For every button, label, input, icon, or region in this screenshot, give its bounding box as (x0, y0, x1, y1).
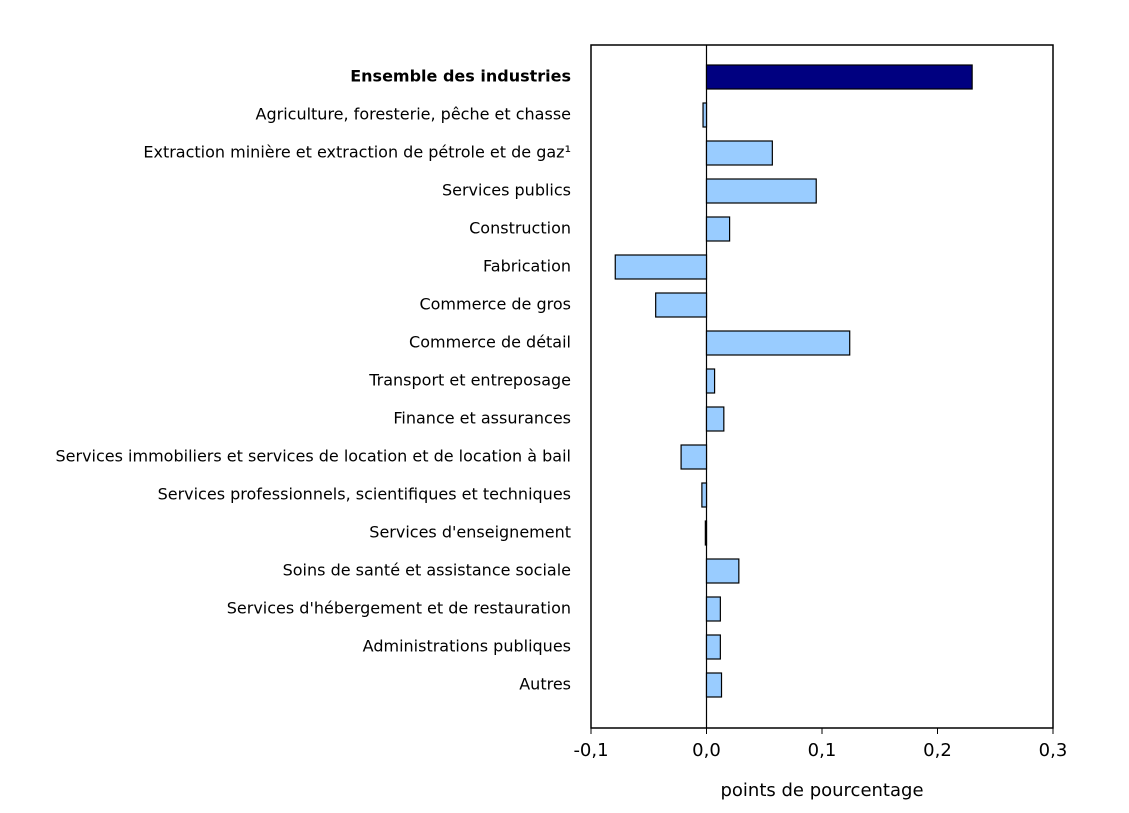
y-tick-label: Commerce de détail (409, 333, 571, 352)
y-tick-label: Services immobiliers et services de loca… (56, 447, 572, 466)
bar (705, 178, 817, 204)
y-tick-label: Agriculture, foresterie, pêche et chasse (256, 105, 571, 124)
x-tick-label: 0,1 (808, 740, 837, 761)
x-tick-label: -0,1 (573, 740, 608, 761)
bar (705, 64, 973, 90)
y-tick-label: Ensemble des industries (350, 67, 571, 86)
bar (705, 368, 716, 394)
bar (704, 520, 708, 546)
bar (655, 292, 708, 318)
bar (705, 140, 773, 166)
y-tick-label: Administrations publiques (363, 637, 571, 656)
bar (705, 596, 721, 622)
bar (705, 216, 731, 242)
y-tick-label: Services professionnels, scientifiques e… (158, 485, 571, 504)
bar (705, 672, 723, 698)
bar (705, 330, 851, 356)
y-tick-label: Extraction minière et extraction de pétr… (143, 143, 571, 162)
y-tick-label: Finance et assurances (393, 409, 571, 428)
y-tick-label: Transport et entreposage (368, 371, 571, 390)
x-axis-title: points de pourcentage (720, 780, 923, 801)
y-tick-label: Services d'hébergement et de restauratio… (227, 599, 571, 618)
bar (702, 102, 708, 128)
x-tick-label: 0,2 (923, 740, 952, 761)
y-tick-label: Autres (519, 675, 571, 694)
bar (705, 634, 721, 660)
y-tick-label: Soins de santé et assistance sociale (283, 561, 571, 580)
plot-frame (590, 44, 1054, 729)
y-tick-label: Services publics (442, 181, 571, 200)
y-tick-label: Commerce de gros (419, 295, 571, 314)
x-tick-label: 0,0 (692, 740, 721, 761)
bar (614, 254, 708, 280)
x-tick-label: 0,3 (1039, 740, 1068, 761)
bar (705, 558, 740, 584)
y-tick-label: Fabrication (483, 257, 571, 276)
bar (680, 444, 708, 470)
y-tick-label: Services d'enseignement (369, 523, 571, 542)
y-tick-label: Construction (469, 219, 571, 238)
bar (701, 482, 708, 508)
bar (705, 406, 725, 432)
